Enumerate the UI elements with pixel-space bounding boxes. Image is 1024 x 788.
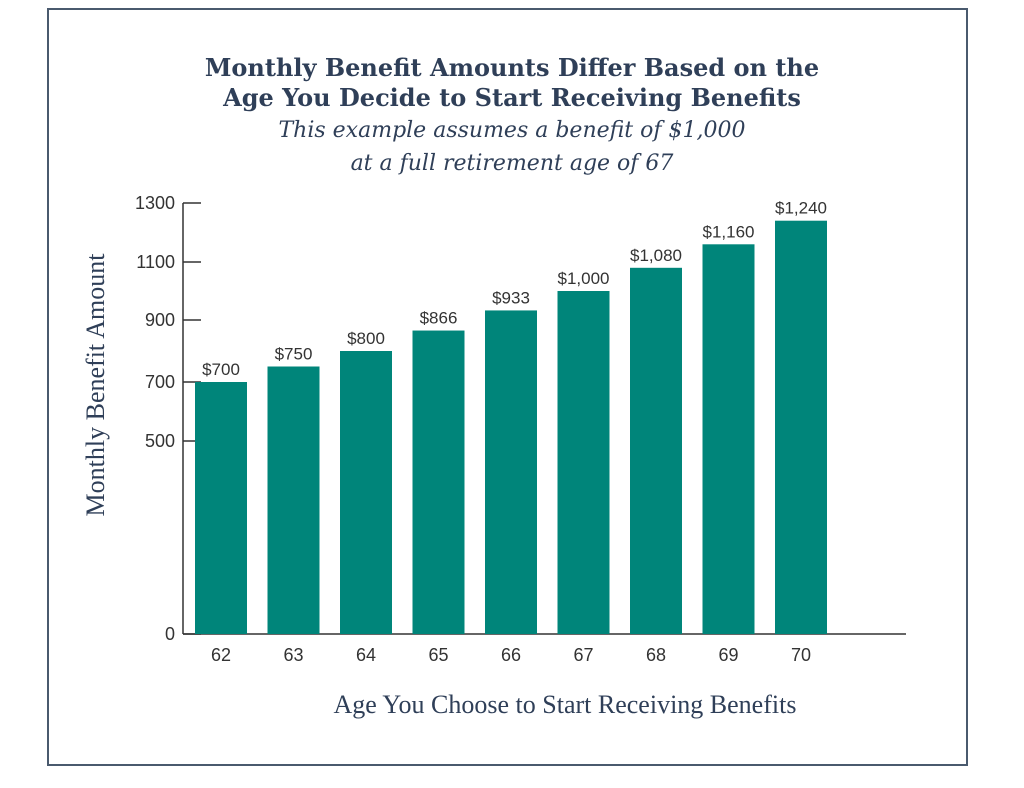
bar [485, 310, 537, 634]
bar-value-label: $750 [275, 345, 313, 364]
y-tick-label: 500 [145, 431, 175, 451]
y-tick-label: 900 [145, 310, 175, 330]
x-tick-label: 70 [791, 645, 811, 665]
bar-value-label: $700 [202, 360, 240, 379]
y-tick-label: 700 [145, 372, 175, 392]
bar-value-label: $1,160 [703, 222, 755, 241]
bar [195, 382, 247, 634]
x-tick-label: 67 [573, 645, 593, 665]
chart-subtitle-line2: at a full retirement age of 67 [350, 151, 674, 176]
bar-value-label: $933 [492, 288, 530, 307]
bar-value-label: $866 [420, 309, 458, 328]
y-tick-label: 1300 [135, 193, 175, 213]
bar [630, 267, 682, 634]
chart-title-line1: Monthly Benefit Amounts Differ Based on … [204, 53, 820, 82]
x-tick-label: 64 [356, 645, 376, 665]
y-tick-label: 1100 [136, 252, 175, 272]
x-tick-label: 69 [718, 645, 738, 665]
bar-value-label: $1,080 [630, 246, 682, 265]
bar [267, 366, 320, 634]
x-axis-label: Age You Choose to Start Receiving Benefi… [333, 690, 797, 719]
chart-title-line2: Age You Decide to Start Receiving Benefi… [223, 83, 801, 112]
bar [702, 244, 755, 635]
bar-value-label: $800 [347, 329, 385, 348]
bar [412, 330, 465, 634]
x-tick-label: 65 [428, 645, 448, 665]
x-tick-label: 62 [211, 645, 231, 665]
bar-value-label: $1,240 [775, 199, 827, 218]
bar [340, 351, 392, 634]
x-tick-label: 63 [283, 645, 303, 665]
x-tick-label: 68 [646, 645, 666, 665]
bar [775, 220, 827, 634]
bar [557, 291, 610, 634]
x-tick-label: 66 [501, 645, 521, 665]
y-tick-label: 0 [165, 624, 175, 644]
bar-value-label: $1,000 [558, 269, 610, 288]
chart-subtitle-line1: This example assumes a benefit of $1,000 [278, 118, 746, 143]
